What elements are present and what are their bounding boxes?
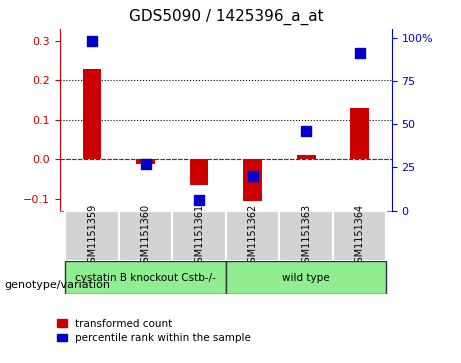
FancyBboxPatch shape [65,261,226,294]
Text: wild type: wild type [283,273,330,283]
Legend: transformed count, percentile rank within the sample: transformed count, percentile rank withi… [51,314,256,348]
Text: GSM1151363: GSM1151363 [301,203,311,269]
Title: GDS5090 / 1425396_a_at: GDS5090 / 1425396_a_at [129,9,323,25]
FancyBboxPatch shape [279,211,333,261]
FancyBboxPatch shape [226,211,279,261]
FancyBboxPatch shape [65,211,119,261]
Text: genotype/variation: genotype/variation [5,280,111,290]
Point [356,50,363,56]
Bar [243,159,262,201]
Text: GSM1151364: GSM1151364 [355,203,365,269]
Text: GSM1151359: GSM1151359 [87,203,97,269]
Text: cystatin B knockout Cstb-/-: cystatin B knockout Cstb-/- [75,273,216,283]
Bar [350,108,369,159]
Bar [83,69,101,159]
FancyBboxPatch shape [119,211,172,261]
FancyBboxPatch shape [226,261,386,294]
Bar [136,159,155,164]
Point [195,197,203,203]
Text: GSM1151361: GSM1151361 [194,203,204,269]
Text: GSM1151362: GSM1151362 [248,203,258,269]
FancyBboxPatch shape [172,211,226,261]
Point [142,161,149,167]
Bar [297,155,316,159]
Text: GSM1151360: GSM1151360 [141,203,151,269]
Bar [190,159,208,185]
Point [89,38,96,44]
Point [249,173,256,179]
Point [302,128,310,134]
FancyBboxPatch shape [333,211,386,261]
